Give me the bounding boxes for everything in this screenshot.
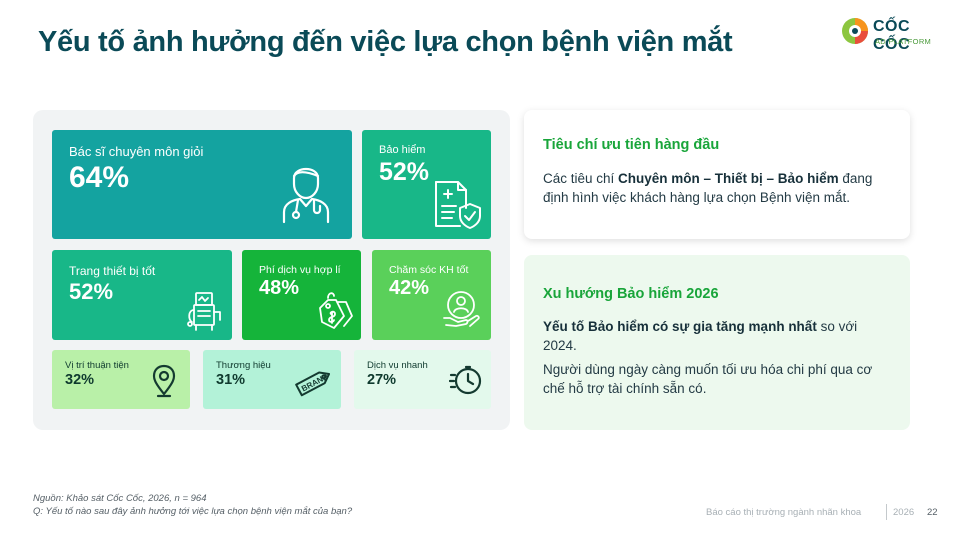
insurance-document-icon xyxy=(435,181,481,229)
card-text: so với 2024. xyxy=(543,319,858,353)
medical-equipment-icon xyxy=(187,292,221,331)
card-text: đang định hình việc khách hàng lựa chọn … xyxy=(543,171,873,205)
card-text-bold: Chuyên môn – Thiết bị – Bảo hiểm xyxy=(618,171,839,186)
card-text-bold: Yếu tố Bảo hiểm có sự gia tăng mạnh nhất xyxy=(543,319,817,334)
factor-tile-brand: Thương hiệu 31% BRAND xyxy=(203,350,341,409)
location-pin-icon xyxy=(152,364,176,398)
factor-tile-customer-care: Chăm sóc KH tốt 42% xyxy=(372,250,491,340)
factor-tile-price: Phí dịch vụ hợp lí 48% xyxy=(242,250,361,340)
factor-value: 27% xyxy=(367,372,397,388)
fast-clock-icon xyxy=(449,365,482,395)
factor-label: Phí dịch vụ hợp lí xyxy=(259,264,341,276)
card-heading: Tiêu chí ưu tiên hàng đầu xyxy=(543,137,720,153)
factor-label: Bác sĩ chuyên môn giỏi xyxy=(69,144,204,159)
brand-logo: CỐC CỐC AD PLATFORM xyxy=(840,16,950,53)
factor-tile-equipment: Trang thiết bị tốt 52% xyxy=(52,250,232,340)
page-number: 22 xyxy=(927,507,938,518)
factor-label: Chăm sóc KH tốt xyxy=(389,264,469,276)
factor-label: Trang thiết bị tốt xyxy=(69,264,156,278)
question-line: Q: Yếu tố nào sau đây ảnh hưởng tới việc… xyxy=(33,506,353,517)
factor-value: 48% xyxy=(259,277,300,299)
card-heading: Xu hướng Bảo hiểm 2026 xyxy=(543,286,719,302)
footer-year: 2026 xyxy=(893,507,915,518)
factor-value: 42% xyxy=(389,277,430,299)
factor-tile-insurance: Bảo hiểm 52% xyxy=(362,130,491,239)
factor-tile-doctor: Bác sĩ chuyên môn giỏi 64% xyxy=(52,130,352,239)
source-note: Nguồn: Khảo sát Cốc Cốc, 2026, n = 964 Q… xyxy=(33,492,352,518)
card-body: Yếu tố Bảo hiểm có sự gia tăng mạnh nhất… xyxy=(543,317,892,355)
factor-label: Vị trí thuận tiện xyxy=(65,360,129,371)
factor-tile-location: Vị trí thuận tiện 32% xyxy=(52,350,190,409)
coccoc-logo-icon xyxy=(842,18,868,44)
factor-value: 64% xyxy=(69,161,130,194)
top-criteria-card: Tiêu chí ưu tiên hàng đầu Các tiêu chí C… xyxy=(524,110,910,239)
card-body: Các tiêu chí Chuyên môn – Thiết bị – Bảo… xyxy=(543,169,892,207)
brand-tag-icon: BRAND xyxy=(295,371,331,397)
card-body-secondary: Người dùng ngày càng muốn tối ưu hóa chi… xyxy=(543,362,873,396)
factor-value: 52% xyxy=(379,158,430,186)
doctor-icon xyxy=(282,167,330,224)
factor-value: 32% xyxy=(65,372,95,388)
price-tag-icon xyxy=(319,292,353,329)
logo-brand-text: CỐC CỐC xyxy=(873,18,911,53)
factor-tile-fast-service: Dịch vụ nhanh 27% xyxy=(354,350,491,409)
customer-care-icon xyxy=(443,291,480,327)
source-line: Nguồn: Khảo sát Cốc Cốc, 2026, n = 964 xyxy=(33,493,207,504)
factor-value: 52% xyxy=(69,279,114,304)
page-title: Yếu tố ảnh hưởng đến việc lựa chọn bệnh … xyxy=(38,26,733,58)
factor-label: Thương hiệu xyxy=(216,360,271,371)
card-text: Các tiêu chí xyxy=(543,171,619,186)
factor-label: Dịch vụ nhanh xyxy=(367,360,428,371)
factor-value: 31% xyxy=(216,372,246,388)
insurance-trend-card: Xu hướng Bảo hiểm 2026 Yếu tố Bảo hiểm c… xyxy=(524,255,910,430)
factor-label: Bảo hiểm xyxy=(379,144,426,156)
logo-sub-text: AD PLATFORM xyxy=(875,37,932,46)
footer-report-name: Báo cáo thị trường ngành nhãn khoa xyxy=(706,507,862,518)
footer-divider xyxy=(886,504,887,520)
